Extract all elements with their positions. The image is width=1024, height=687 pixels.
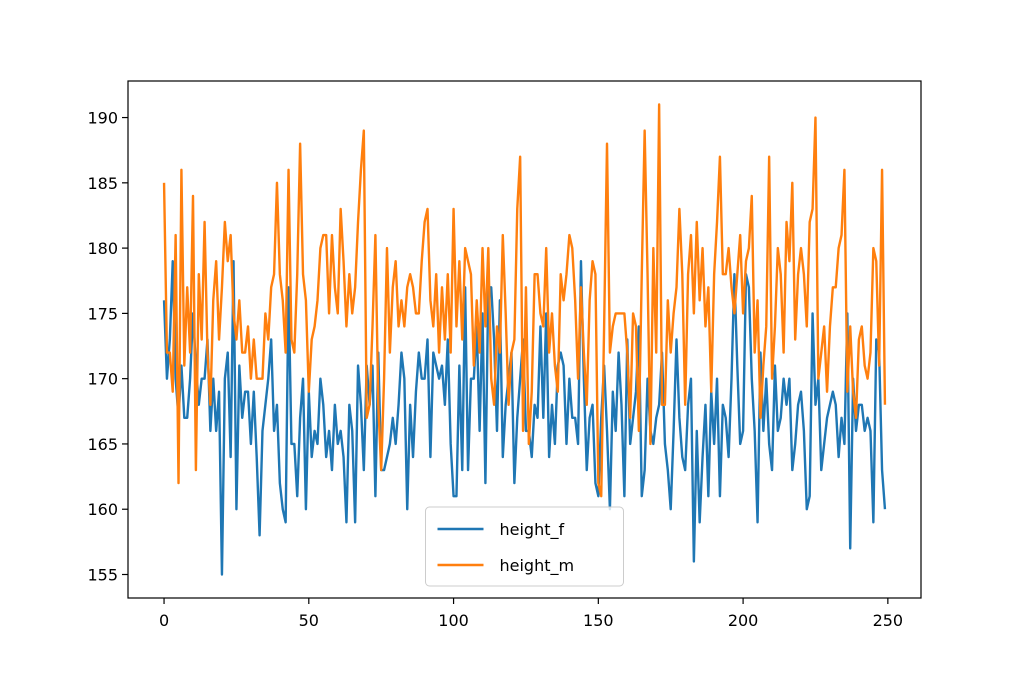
legend-label: height_m — [500, 556, 575, 576]
x-tick-label: 200 — [728, 611, 759, 630]
y-tick-label: 175 — [87, 304, 118, 323]
y-tick-label: 155 — [87, 566, 118, 585]
plot-frame — [127, 80, 922, 599]
x-tick-label: 50 — [299, 611, 319, 630]
y-tick-label: 180 — [87, 239, 118, 258]
y-tick-label: 170 — [87, 370, 118, 389]
x-tick-label: 100 — [438, 611, 469, 630]
legend: height_f height_m — [425, 506, 624, 587]
data-line — [162, 103, 887, 498]
y-tick-label: 185 — [87, 174, 118, 193]
legend-box — [425, 506, 624, 587]
x-tick-label: 150 — [583, 611, 614, 630]
y-tick-label: 190 — [87, 109, 118, 128]
x-tick-label: 0 — [159, 611, 169, 630]
x-tick-label: 250 — [873, 611, 904, 630]
legend-label: height_f — [500, 520, 565, 540]
y-tick-label: 160 — [87, 500, 118, 519]
y-tick-label: 165 — [87, 435, 118, 454]
